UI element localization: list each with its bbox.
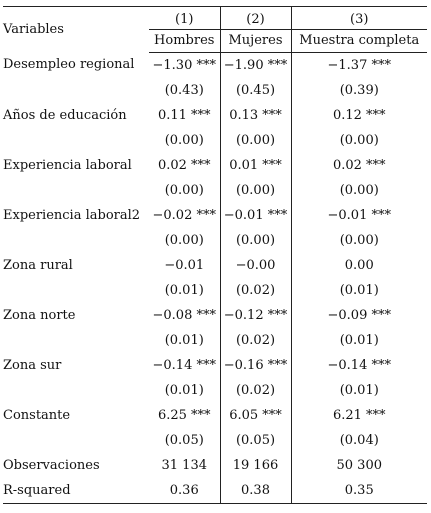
std-error-cell: (0.00): [219, 128, 291, 153]
coefficient-cell: −0.14 ***: [152, 357, 216, 373]
statistic-label: Observaciones: [3, 457, 100, 473]
variable-label-empty: [3, 328, 149, 353]
std-error-cell: (0.04): [290, 428, 427, 453]
table-row: Desempleo regional −1.30 *** −1.90 *** −1.3…: [3, 52, 427, 78]
coefficient-cell: 0.02 ***: [290, 153, 427, 178]
std-error-cell: (0.00): [164, 182, 204, 198]
coefficient-cell: −0.12 ***: [219, 303, 291, 328]
variable-label-empty: [3, 378, 149, 403]
variable-label-empty: [3, 428, 149, 453]
statistic-cell: 31 134: [161, 457, 208, 473]
variable-label-empty: [3, 78, 149, 103]
std-error-cell: (0.01): [164, 282, 204, 298]
variable-label: Experiencia laboral2: [3, 207, 141, 223]
variable-label: Zona norte: [3, 307, 76, 323]
coefficient-cell: 0.02 ***: [157, 157, 211, 173]
std-error-cell: (0.01): [164, 382, 204, 398]
column-group-muestra-completa: Muestra completa: [290, 29, 427, 53]
statistic-cell: 0.36: [149, 478, 220, 504]
column-number-1: (1): [149, 6, 220, 30]
coefficient-cell: −1.90 ***: [219, 52, 291, 78]
table-row-std-error: (0.00) (0.00) (0.00): [3, 178, 427, 203]
statistic-cell: 50 300: [290, 453, 427, 478]
coefficient-cell: −0.16 ***: [219, 353, 291, 378]
statistic-label: R-squared: [3, 478, 149, 504]
column-number-3: (3): [290, 6, 427, 30]
coefficient-cell: −0.00: [219, 253, 291, 278]
std-error-cell: (0.45): [219, 78, 291, 103]
variable-label-empty: [3, 178, 149, 203]
variable-label: Zona sur: [3, 357, 62, 373]
coefficient-cell: 0.11 ***: [157, 107, 211, 123]
std-error-cell: (0.02): [219, 278, 291, 303]
coefficient-cell: 0.12 ***: [290, 103, 427, 128]
variable-label-empty: [3, 278, 149, 303]
table-row-statistic: R-squared 0.36 0.38 0.35: [3, 478, 427, 504]
std-error-cell: (0.01): [164, 332, 204, 348]
std-error-cell: (0.00): [219, 228, 291, 253]
std-error-cell: (0.00): [290, 228, 427, 253]
table-row-std-error: (0.00) (0.00) (0.00): [3, 228, 427, 253]
coefficient-cell: −0.01: [164, 257, 205, 273]
coefficient-cell: 0.00: [290, 253, 427, 278]
coefficient-cell: −0.08 ***: [152, 307, 216, 323]
table-row: Zona rural −0.01 −0.00 0.00: [3, 253, 427, 278]
variable-label-empty: [3, 128, 149, 153]
std-error-cell: (0.05): [164, 432, 204, 448]
table-row-std-error: (0.01) (0.02) (0.01): [3, 278, 427, 303]
table-row: Constante 6.25 *** 6.05 *** 6.21 ***: [3, 403, 427, 428]
std-error-cell: (0.01): [290, 378, 427, 403]
coefficient-cell: −1.37 ***: [290, 52, 427, 78]
statistic-cell: 0.35: [290, 478, 427, 504]
std-error-cell: (0.39): [290, 78, 427, 103]
coefficient-cell: −0.01 ***: [219, 203, 291, 228]
coefficient-cell: 6.05 ***: [219, 403, 291, 428]
statistic-cell: 19 166: [219, 453, 291, 478]
std-error-cell: (0.00): [164, 232, 204, 248]
std-error-cell: (0.00): [290, 178, 427, 203]
std-error-cell: (0.01): [290, 328, 427, 353]
table-row: Experiencia laboral 0.02 *** 0.01 *** 0.02 …: [3, 153, 427, 178]
coefficient-cell: 6.21 ***: [290, 403, 427, 428]
std-error-cell: (0.02): [219, 328, 291, 353]
std-error-cell: (0.01): [290, 278, 427, 303]
table-row: Zona norte −0.08 *** −0.12 *** −0.09 ***: [3, 303, 427, 328]
coefficient-cell: −1.30 ***: [152, 57, 216, 73]
table-row-std-error: (0.43) (0.45) (0.39): [3, 78, 427, 103]
variable-label: Zona rural: [3, 257, 73, 273]
regression-table: Variables (1) (2) (3) Hombres Mujeres Mu…: [3, 6, 427, 504]
std-error-cell: (0.00): [219, 178, 291, 203]
coefficient-cell: 0.13 ***: [219, 103, 291, 128]
column-group-mujeres: Mujeres: [219, 29, 291, 53]
coefficient-cell: −0.02 ***: [152, 207, 216, 223]
coefficient-cell: −0.09 ***: [290, 303, 427, 328]
std-error-cell: (0.02): [219, 378, 291, 403]
variables-header: Variables: [3, 6, 149, 53]
variable-label: Desempleo regional: [3, 57, 135, 73]
table-row-std-error: (0.01) (0.02) (0.01): [3, 378, 427, 403]
std-error-cell: (0.00): [290, 128, 427, 153]
variable-label-empty: [3, 228, 149, 253]
table-row: Años de educación 0.11 *** 0.13 *** 0.12 **…: [3, 103, 427, 128]
statistic-cell: 0.38: [219, 478, 291, 504]
table-row-std-error: (0.05) (0.05) (0.04): [3, 428, 427, 453]
coefficient-cell: −0.14 ***: [290, 353, 427, 378]
coefficient-cell: 6.25 ***: [157, 407, 211, 423]
std-error-cell: (0.00): [164, 132, 204, 148]
table-body: Desempleo regional −1.30 *** −1.90 *** −1.3…: [3, 52, 427, 504]
variable-label: Años de educación: [3, 107, 127, 123]
std-error-cell: (0.43): [164, 82, 204, 98]
table-row-statistic: Observaciones 31 134 19 166 50 300: [3, 453, 427, 478]
column-group-hombres: Hombres: [149, 29, 220, 53]
table-row: Experiencia laboral2 −0.02 *** −0.01 *** −0…: [3, 203, 427, 228]
table-row-std-error: (0.00) (0.00) (0.00): [3, 128, 427, 153]
table-row: Zona sur −0.14 *** −0.16 *** −0.14 ***: [3, 353, 427, 378]
coefficient-cell: 0.01 ***: [219, 153, 291, 178]
variable-label: Experiencia laboral: [3, 157, 132, 173]
table-row-std-error: (0.01) (0.02) (0.01): [3, 328, 427, 353]
variable-label: Constante: [3, 407, 71, 423]
coefficient-cell: −0.01 ***: [290, 203, 427, 228]
std-error-cell: (0.05): [219, 428, 291, 453]
column-number-2: (2): [219, 6, 291, 30]
